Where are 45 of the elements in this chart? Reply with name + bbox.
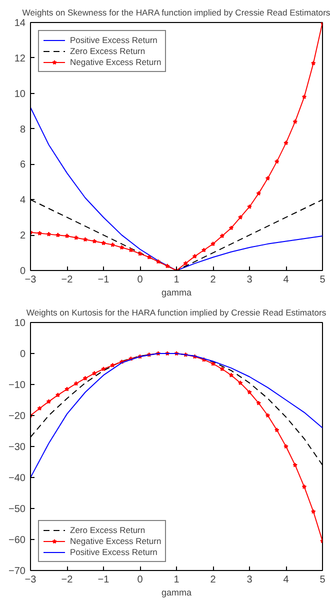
x-tick-label: −1 (98, 274, 110, 286)
y-tick-label: −40 (8, 473, 26, 484)
x-tick-label: −1 (98, 574, 110, 586)
y-tick-label: 10 (14, 318, 26, 329)
legend-label: Negative Excess Return (70, 536, 162, 546)
y-tick-label: 10 (14, 88, 26, 100)
y-tick-label: 4 (20, 195, 26, 206)
y-tick-label: 14 (14, 18, 26, 29)
y-tick-label: 0 (20, 349, 26, 360)
x-tick-label: 0 (137, 574, 144, 586)
y-tick-label: 12 (14, 53, 26, 64)
y-tick-label: −30 (8, 442, 26, 453)
x-tick-label: 1 (174, 274, 180, 286)
y-tick-label: −10 (8, 380, 26, 391)
x-tick-label: 5 (320, 574, 326, 586)
x-tick-label: 5 (320, 274, 326, 286)
y-tick-label: 6 (20, 160, 26, 171)
legend-label: Positive Excess Return (70, 35, 158, 45)
y-tick-label: −20 (8, 411, 26, 422)
x-tick-label: −2 (61, 574, 74, 586)
x-axis-title: gamma (161, 588, 192, 598)
y-tick-label: −60 (8, 535, 26, 546)
x-tick-label: 3 (246, 274, 253, 286)
chart-title: Weights on Kurtosis for the HARA function implied by Cressie Read Estimators (26, 308, 326, 318)
x-tick-label: −3 (24, 574, 37, 586)
x-tick-label: −3 (24, 274, 37, 286)
x-tick-label: −2 (61, 274, 74, 286)
legend-label: Negative Excess Return (70, 57, 162, 67)
legend-label: Positive Excess Return (70, 547, 158, 557)
x-axis-title: gamma (161, 288, 192, 298)
y-tick-label: −70 (8, 566, 26, 577)
x-tick-label: 4 (283, 574, 290, 586)
legend-label: Zero Excess Return (70, 525, 146, 535)
y-tick-label: −50 (8, 504, 26, 515)
chart-title: Weights on Skewness for the HARA function implied by Cressie Read Estimators (22, 8, 330, 18)
legend-label: Zero Excess Return (70, 46, 146, 56)
x-tick-label: 0 (137, 274, 144, 286)
x-tick-label: 3 (246, 574, 253, 586)
y-tick-label: 2 (20, 230, 26, 242)
x-tick-label: 2 (210, 274, 216, 286)
x-tick-label: 2 (210, 574, 216, 586)
x-tick-label: 1 (174, 574, 180, 586)
x-tick-label: 4 (283, 274, 290, 286)
y-tick-label: 8 (20, 124, 26, 136)
y-tick-label: 0 (20, 266, 26, 277)
